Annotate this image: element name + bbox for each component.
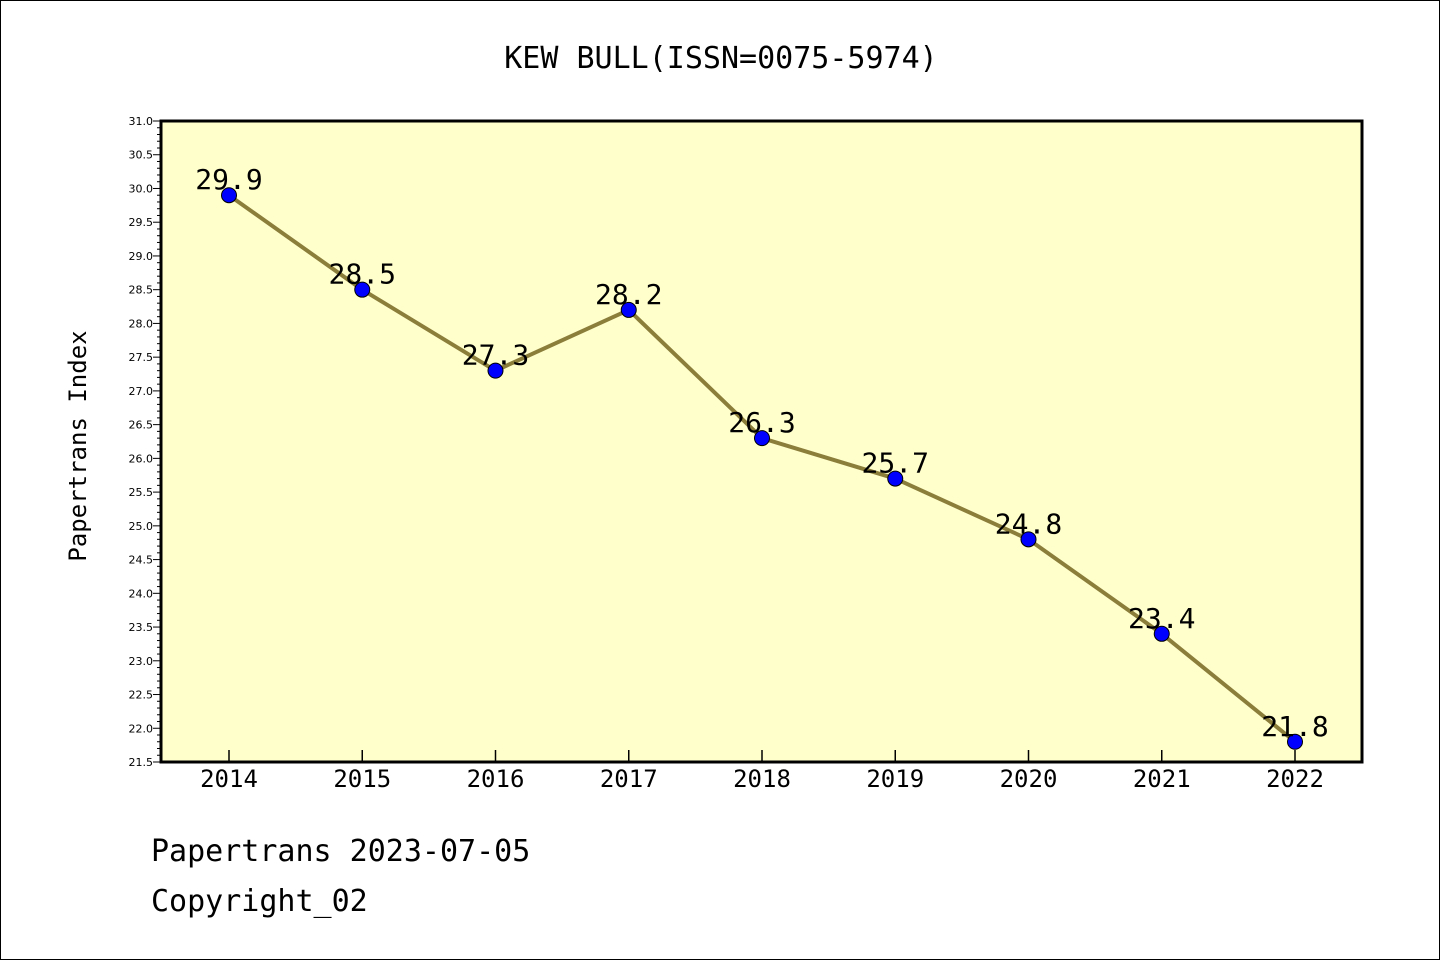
- x-tick-label: 2019: [866, 765, 924, 793]
- y-axis-label: Papertrans Index: [64, 330, 92, 561]
- data-point-marker: [487, 362, 504, 379]
- y-tick-label: 30.0: [129, 182, 154, 195]
- data-label: 21.8: [1261, 710, 1328, 743]
- y-tick-label: 28.0: [129, 317, 154, 330]
- x-tick-label: 2014: [200, 765, 258, 793]
- y-tick-label: 30.5: [129, 149, 154, 162]
- plot-border: [159, 119, 1364, 764]
- y-tick-label: 23.5: [129, 621, 154, 634]
- data-point-marker: [354, 281, 371, 298]
- data-point-marker: [221, 187, 237, 204]
- y-tick-label: 25.0: [129, 520, 154, 533]
- data-point-marker: [887, 470, 904, 487]
- y-tick-label: 31.0: [129, 115, 154, 128]
- data-point-marker: [1153, 625, 1170, 642]
- y-tick-label: 28.5: [129, 284, 154, 297]
- data-label: 23.4: [1128, 602, 1195, 635]
- data-label: 28.2: [595, 278, 662, 311]
- x-axis-ticks: 2014 2015 2016 2017 2018 2019 2020 2021 2022: [200, 750, 1324, 793]
- x-tick-label: 2022: [1266, 765, 1324, 793]
- x-tick-label: 2015: [333, 765, 391, 793]
- y-tick-label: 29.5: [129, 216, 154, 229]
- x-tick-label: 2018: [733, 765, 791, 793]
- footer-copyright: Copyright_02: [151, 884, 368, 919]
- footer-date: Papertrans 2023-07-05: [151, 834, 531, 869]
- data-label: 24.8: [995, 507, 1062, 540]
- y-tick-label: 24.5: [129, 554, 154, 567]
- data-label: 29.9: [195, 163, 262, 196]
- y-tick-label: 23.0: [129, 655, 154, 668]
- y-tick-label: 27.5: [129, 351, 154, 364]
- chart-title: KEW BULL(ISSN=0075-5974): [504, 41, 937, 76]
- x-tick-label: 2020: [1000, 765, 1058, 793]
- series-markers: [221, 187, 1303, 750]
- y-tick-label: 26.5: [129, 419, 154, 432]
- data-labels: 29.9 28.5 27.3 28.2 26.3 25.7 24.8 23.4 21.8: [195, 163, 1328, 743]
- y-tick-label: 29.0: [129, 250, 154, 263]
- y-tick-label: 27.0: [129, 385, 154, 398]
- y-tick-label: 26.0: [129, 452, 154, 465]
- y-axis-ticks: 21.5 22.0 22.5 23.0 23.5 24.0 24.5 25.0 25.5 26.0…: [129, 115, 161, 769]
- y-tick-label: 22.0: [129, 722, 154, 735]
- data-label: 25.7: [862, 447, 929, 480]
- y-tick-label: 21.5: [129, 756, 154, 769]
- y-tick-label: 22.5: [129, 689, 154, 702]
- x-tick-label: 2017: [600, 765, 658, 793]
- y-tick-label: 24.0: [129, 587, 154, 600]
- x-tick-label: 2016: [467, 765, 525, 793]
- data-label: 27.3: [462, 339, 529, 372]
- y-tick-label: 25.5: [129, 486, 154, 499]
- data-point-marker: [1287, 733, 1303, 750]
- data-point-marker: [620, 301, 637, 318]
- data-label: 26.3: [728, 406, 795, 439]
- data-point-marker: [754, 430, 770, 447]
- x-tick-label: 2021: [1133, 765, 1191, 793]
- data-point-marker: [1020, 531, 1037, 548]
- data-label: 28.5: [329, 258, 396, 291]
